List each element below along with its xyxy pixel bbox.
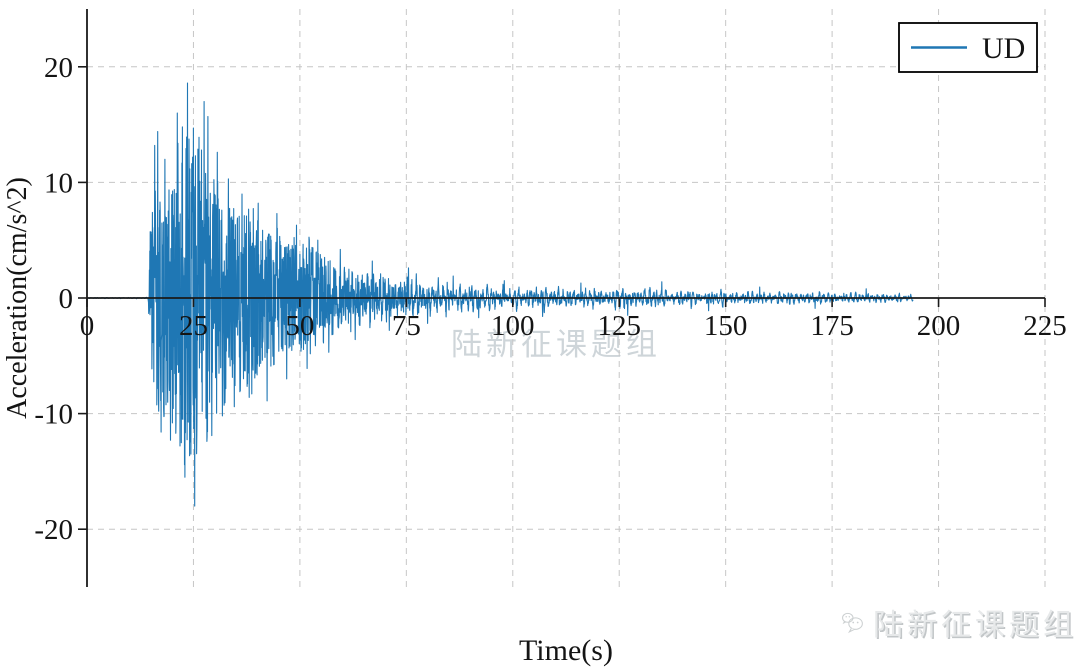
x-tick-label: 100 xyxy=(491,310,535,342)
y-tick-label: -10 xyxy=(34,399,73,431)
x-tick-label: 25 xyxy=(179,310,208,342)
y-tick-label: 10 xyxy=(44,167,73,199)
x-tick-label: 0 xyxy=(80,310,95,342)
x-tick-label: 50 xyxy=(285,310,314,342)
watermark-footer: 陆新征课题组 xyxy=(841,596,1077,648)
y-tick-label: 20 xyxy=(44,52,73,84)
x-tick-label: 225 xyxy=(1023,310,1067,342)
y-tick-label: -20 xyxy=(34,514,73,546)
watermark-footer-text: 陆新征课题组 xyxy=(873,609,1077,642)
axes xyxy=(78,9,1046,587)
x-tick-label: 200 xyxy=(917,310,961,342)
waveform-ud xyxy=(86,82,914,507)
watermark-center: 陆新征课题组 xyxy=(451,327,661,362)
legend: UD xyxy=(898,22,1038,73)
x-tick-label: 175 xyxy=(810,310,854,342)
x-axis-label: Time(s) xyxy=(519,634,613,667)
x-tick-label: 125 xyxy=(597,310,641,342)
legend-label: UD xyxy=(982,32,1025,65)
wechat-chat-bubbles-icon xyxy=(842,612,863,634)
y-tick-label: 0 xyxy=(59,283,74,315)
x-tick-label: 150 xyxy=(704,310,748,342)
y-axis-label: Acceleration(cm/s^2) xyxy=(2,177,33,419)
x-tick-label: 75 xyxy=(392,310,421,342)
